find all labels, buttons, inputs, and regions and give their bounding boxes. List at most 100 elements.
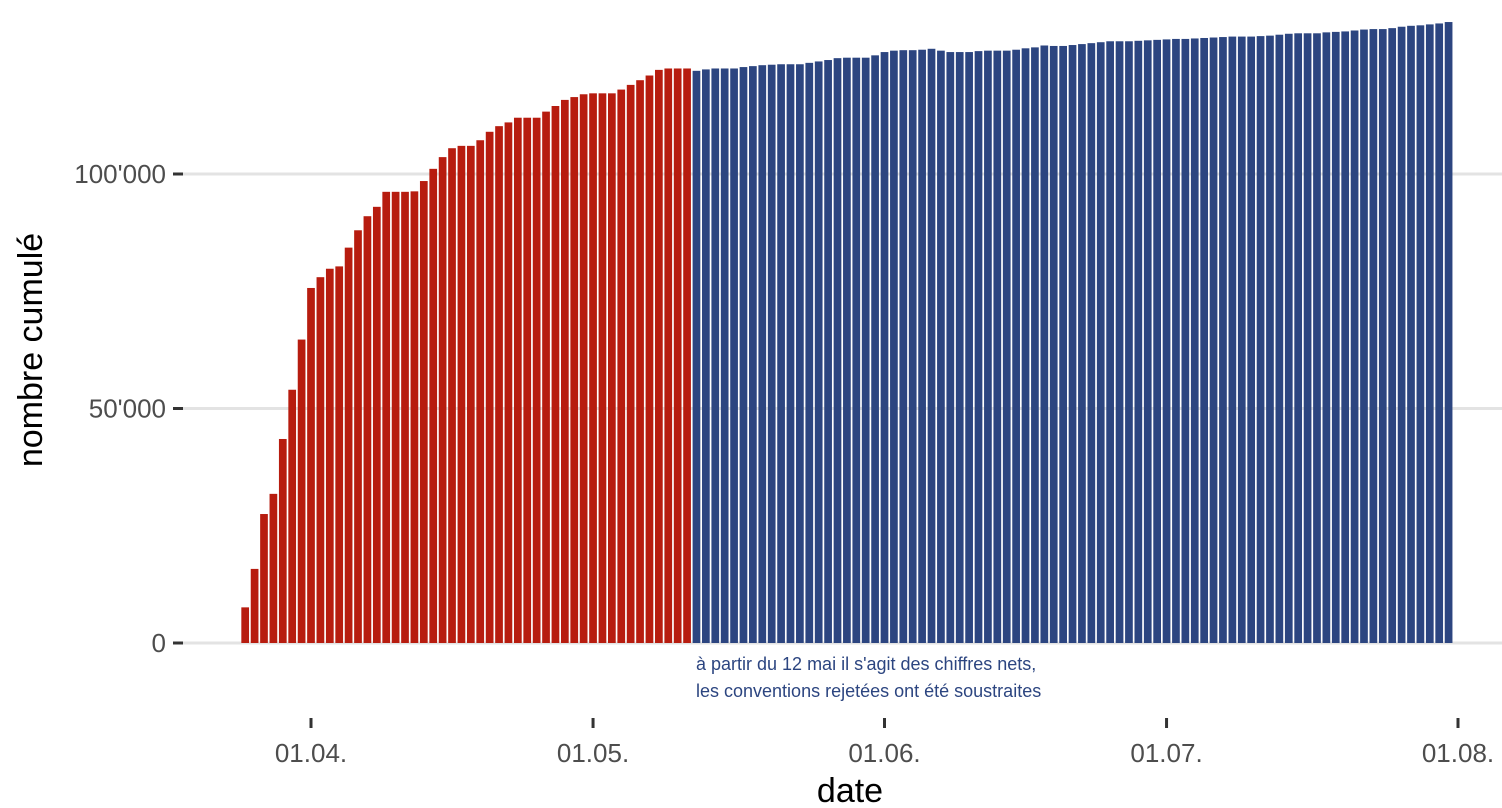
bar (758, 65, 767, 643)
bar (617, 89, 626, 643)
bar (372, 206, 381, 643)
bar (702, 69, 710, 643)
bar (485, 131, 494, 644)
bar (542, 111, 550, 644)
bar (1350, 30, 1359, 644)
bar (1294, 33, 1303, 644)
bar (1256, 36, 1265, 644)
bar (448, 148, 456, 643)
bar (466, 145, 475, 644)
bar (391, 191, 400, 643)
y-tick-label: 50'000 (89, 394, 166, 424)
y-tick-label: 0 (152, 628, 166, 658)
bar (1331, 31, 1340, 643)
bar (1078, 44, 1086, 643)
bar (1425, 24, 1434, 643)
bar (354, 230, 362, 643)
annotation-line-2: les conventions rejetées ont été soustra… (696, 681, 1041, 701)
bar (579, 94, 588, 643)
bar (1115, 41, 1124, 643)
bar (532, 117, 541, 644)
bar (598, 93, 607, 643)
bar (965, 52, 973, 644)
bar (429, 168, 438, 643)
bar (307, 287, 315, 643)
x-tick-label: 01.04. (275, 738, 347, 768)
bar (1012, 49, 1020, 644)
bar (504, 122, 513, 643)
bar (269, 493, 278, 643)
bar (419, 181, 428, 644)
annotation-line-1: à partir du 12 mai il s'agit des chiffre… (696, 654, 1036, 674)
bar (570, 97, 579, 643)
bar (1435, 23, 1444, 643)
bar (382, 191, 391, 643)
y-tick-label: 100'000 (74, 159, 166, 189)
bar (814, 61, 823, 643)
bar (1190, 38, 1199, 643)
bar (1040, 45, 1049, 644)
bar (476, 140, 485, 644)
y-axis-title: nombre cumulé (12, 233, 50, 467)
bar (523, 117, 532, 644)
bar (1162, 39, 1171, 643)
bar (410, 191, 419, 643)
bar (325, 268, 334, 643)
bar (1407, 25, 1415, 644)
bar (1002, 50, 1011, 643)
bar (250, 568, 259, 643)
bar (730, 68, 738, 644)
bar (1031, 47, 1039, 644)
bar (805, 62, 814, 644)
bar (1247, 36, 1256, 643)
bar (1134, 40, 1143, 644)
bar (1313, 33, 1321, 644)
bar (664, 68, 673, 644)
bar (560, 99, 569, 643)
bar (1228, 36, 1237, 643)
bar (955, 52, 964, 644)
bar (1059, 45, 1067, 643)
bar (344, 247, 353, 643)
bar (1209, 37, 1218, 643)
bar (551, 106, 560, 643)
bar (692, 70, 701, 643)
bar (513, 117, 522, 644)
bar (749, 66, 757, 643)
bar (946, 52, 955, 644)
bar (1087, 43, 1096, 643)
x-tick-label: 01.07. (1130, 738, 1202, 768)
x-axis-title: date (817, 772, 883, 808)
bar (984, 50, 992, 643)
bar (297, 339, 306, 643)
bar (1068, 45, 1077, 643)
bar (1284, 33, 1293, 643)
bar (401, 191, 409, 643)
bar (899, 50, 908, 644)
bar (438, 157, 447, 643)
bar (495, 126, 503, 643)
bar (739, 67, 748, 643)
bar (1369, 29, 1378, 643)
bar (711, 68, 720, 644)
bar (457, 145, 466, 644)
bar (363, 216, 372, 643)
x-tick-label: 01.06. (848, 738, 920, 768)
bar (1021, 48, 1030, 644)
x-tick-label: 01.05. (557, 738, 629, 768)
bar (1143, 40, 1152, 643)
bar (1237, 36, 1246, 643)
bar (1181, 38, 1190, 644)
bar (1200, 37, 1209, 644)
bar (843, 57, 851, 643)
bar (833, 58, 842, 644)
bar (861, 57, 870, 643)
bar (645, 75, 654, 643)
bar (673, 68, 682, 644)
bar (871, 55, 879, 643)
bar (1219, 37, 1227, 644)
bar (1125, 41, 1133, 643)
bars (241, 22, 1453, 644)
